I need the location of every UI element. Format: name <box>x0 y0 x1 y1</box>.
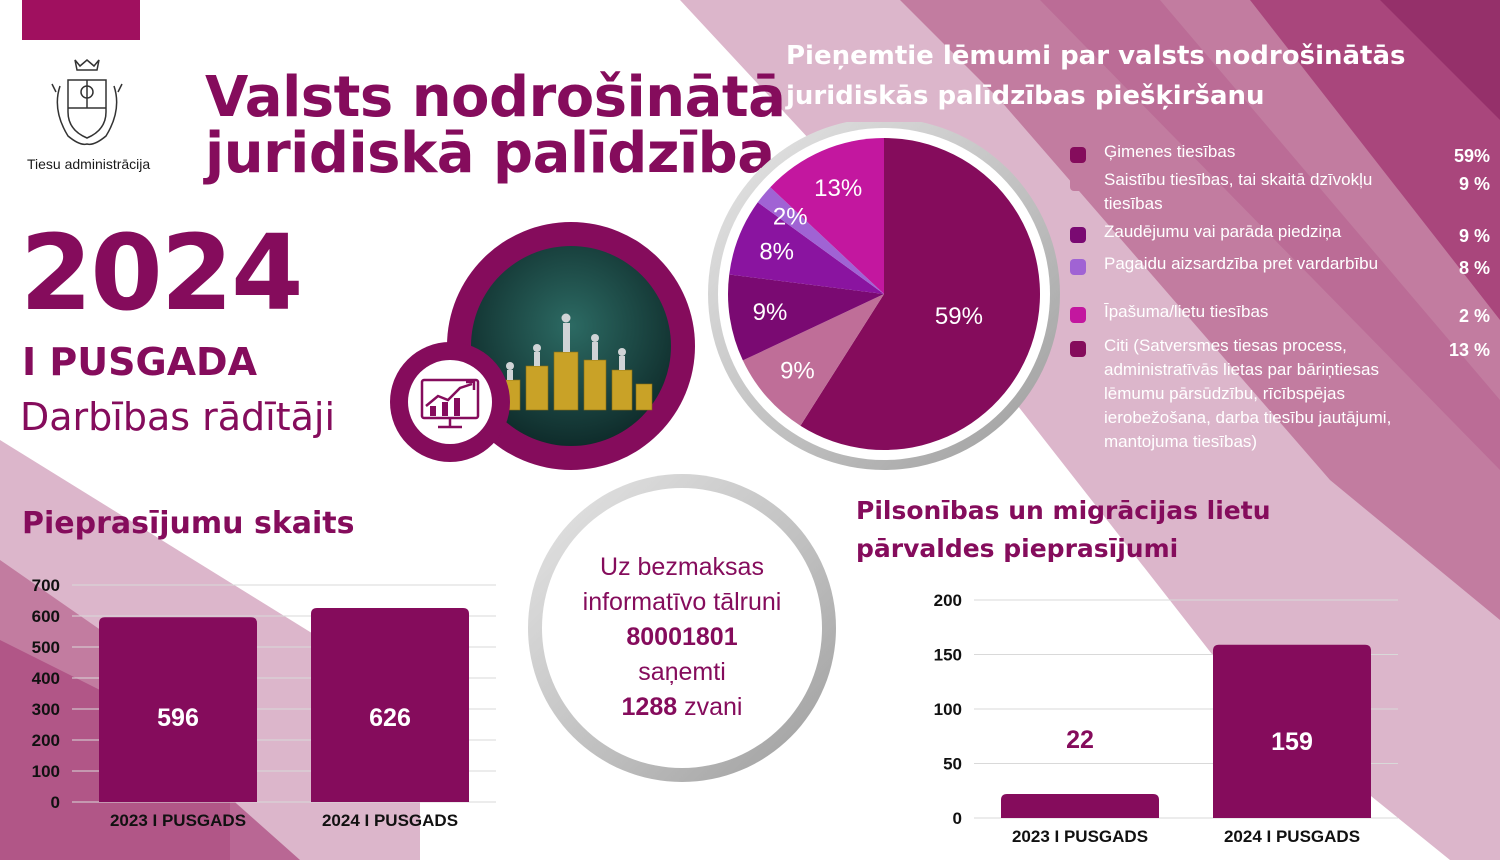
phone-line-2: informatīvo tālruni <box>582 588 782 616</box>
bar-value-label: 626 <box>369 704 411 732</box>
pie-slice-label: 59% <box>935 303 983 330</box>
y-tick-label: 200 <box>32 731 60 750</box>
pie-slice-label: 9% <box>780 357 815 384</box>
pie-slice-label: 9% <box>753 299 788 326</box>
requests-bar-chart: 0 100 200 300 400 500 600 700 596 2023 I PUSGADS 6… <box>32 576 496 830</box>
bar <box>1213 644 1371 818</box>
pie-slice-label: 2% <box>773 203 808 230</box>
y-tick-label: 600 <box>32 607 60 626</box>
y-tick-label: 100 <box>32 762 60 781</box>
legend-swatch <box>1070 341 1086 357</box>
x-category-label: 2024 I PUSGADS <box>1224 827 1360 846</box>
page-title: Valsts nodrošinātā juridiskā palīdzība <box>205 70 786 182</box>
y-tick-label: 300 <box>32 700 60 719</box>
legend-value: 2 % <box>1458 306 1490 326</box>
legend-label: Pagaidu aizsardzība pret vardarbību <box>1104 254 1379 273</box>
title-line-2: juridiskā palīdzība <box>205 121 775 186</box>
legend-label: Zaudējumu vai parāda piedziņa <box>1104 222 1342 241</box>
legend-label: Saistību tiesības, tai skaitā dzīvokļu t… <box>1104 170 1373 213</box>
bar <box>99 617 257 802</box>
phone-info: Uz bezmaksas informatīvo tālruni 8000180… <box>560 550 804 725</box>
y-tick-label: 700 <box>32 576 60 595</box>
bar <box>1001 794 1159 818</box>
legend-label: Īpašuma/lietu tiesības <box>1104 302 1269 321</box>
pie-slice <box>728 274 884 361</box>
legend-swatch <box>1070 307 1086 323</box>
y-tick-label: 150 <box>934 646 962 665</box>
pie-slice <box>770 138 884 294</box>
y-tick-label: 500 <box>32 638 60 657</box>
calls-count: 1288 <box>621 693 678 721</box>
report-subtitle: Darbības rādītāji <box>20 395 336 439</box>
requests-chart-title: Pieprasījumu skaits <box>22 506 355 541</box>
legend-value: 9 % <box>1458 226 1490 246</box>
report-half: I PUSGADA <box>22 340 257 384</box>
bar-value-label: 159 <box>1271 728 1313 756</box>
migration-chart-title: Pilsonības un migrācijas lietu pārvaldes… <box>856 496 1271 563</box>
bar <box>311 607 469 802</box>
legend-value: 13 % <box>1448 340 1490 360</box>
y-tick-label: 100 <box>934 700 962 719</box>
pie-chart-title: Pieņemtie lēmumi par valsts nodrošinātās… <box>786 41 1406 111</box>
y-tick-label: 400 <box>32 669 60 688</box>
legend-value: 59% <box>1453 146 1490 166</box>
report-year: 2024 <box>20 212 303 334</box>
y-tick-label: 0 <box>953 809 962 828</box>
legend-swatch <box>1070 175 1086 191</box>
title-line-1: Valsts nodrošinātā <box>205 65 786 130</box>
phone-line-3: saņemti <box>638 658 726 686</box>
legend-label: Citi (Satversmes tiesas process, adminis… <box>1104 336 1392 451</box>
y-tick-label: 50 <box>943 755 962 774</box>
pie-chart: 59% 9% 9% 8% 2%13% <box>708 122 1060 470</box>
migration-bar-chart: 0 50 100 150 200 22 2023 I PUSGADS 159 2024 I PU… <box>934 591 1398 846</box>
pie-slice <box>800 138 1040 450</box>
y-tick-label: 200 <box>934 591 962 610</box>
org-name: Tiesu administrācija <box>27 156 151 172</box>
x-category-label: 2024 I PUSGADS <box>322 811 458 830</box>
phone-number: 80001801 <box>626 623 738 651</box>
pie-slice <box>742 294 884 426</box>
bar-value-label: 596 <box>157 704 199 732</box>
legend-label: Ģimenes tiesības <box>1104 142 1236 161</box>
phone-line-1: Uz bezmaksas <box>600 553 764 581</box>
pie-slice <box>757 187 884 294</box>
phone-ring <box>528 474 836 782</box>
legend-swatch <box>1070 147 1086 163</box>
bar-value-label: 22 <box>1066 726 1094 754</box>
pie-slice-label: 13% <box>814 175 862 202</box>
x-category-label: 2023 I PUSGADS <box>110 811 246 830</box>
coat-of-arms-icon <box>51 59 123 146</box>
calls-suffix: zvani <box>677 693 743 721</box>
legend-swatch <box>1070 227 1086 243</box>
legend-swatch <box>1070 259 1086 275</box>
y-tick-label: 0 <box>51 793 60 812</box>
pie-slice-label: 8% <box>759 239 794 266</box>
x-category-label: 2023 I PUSGADS <box>1012 827 1148 846</box>
chart-monitor-icon <box>390 342 510 462</box>
pie-slice <box>729 202 884 294</box>
legend-value: 8 % <box>1458 258 1490 278</box>
legend-value: 9 % <box>1458 174 1490 194</box>
